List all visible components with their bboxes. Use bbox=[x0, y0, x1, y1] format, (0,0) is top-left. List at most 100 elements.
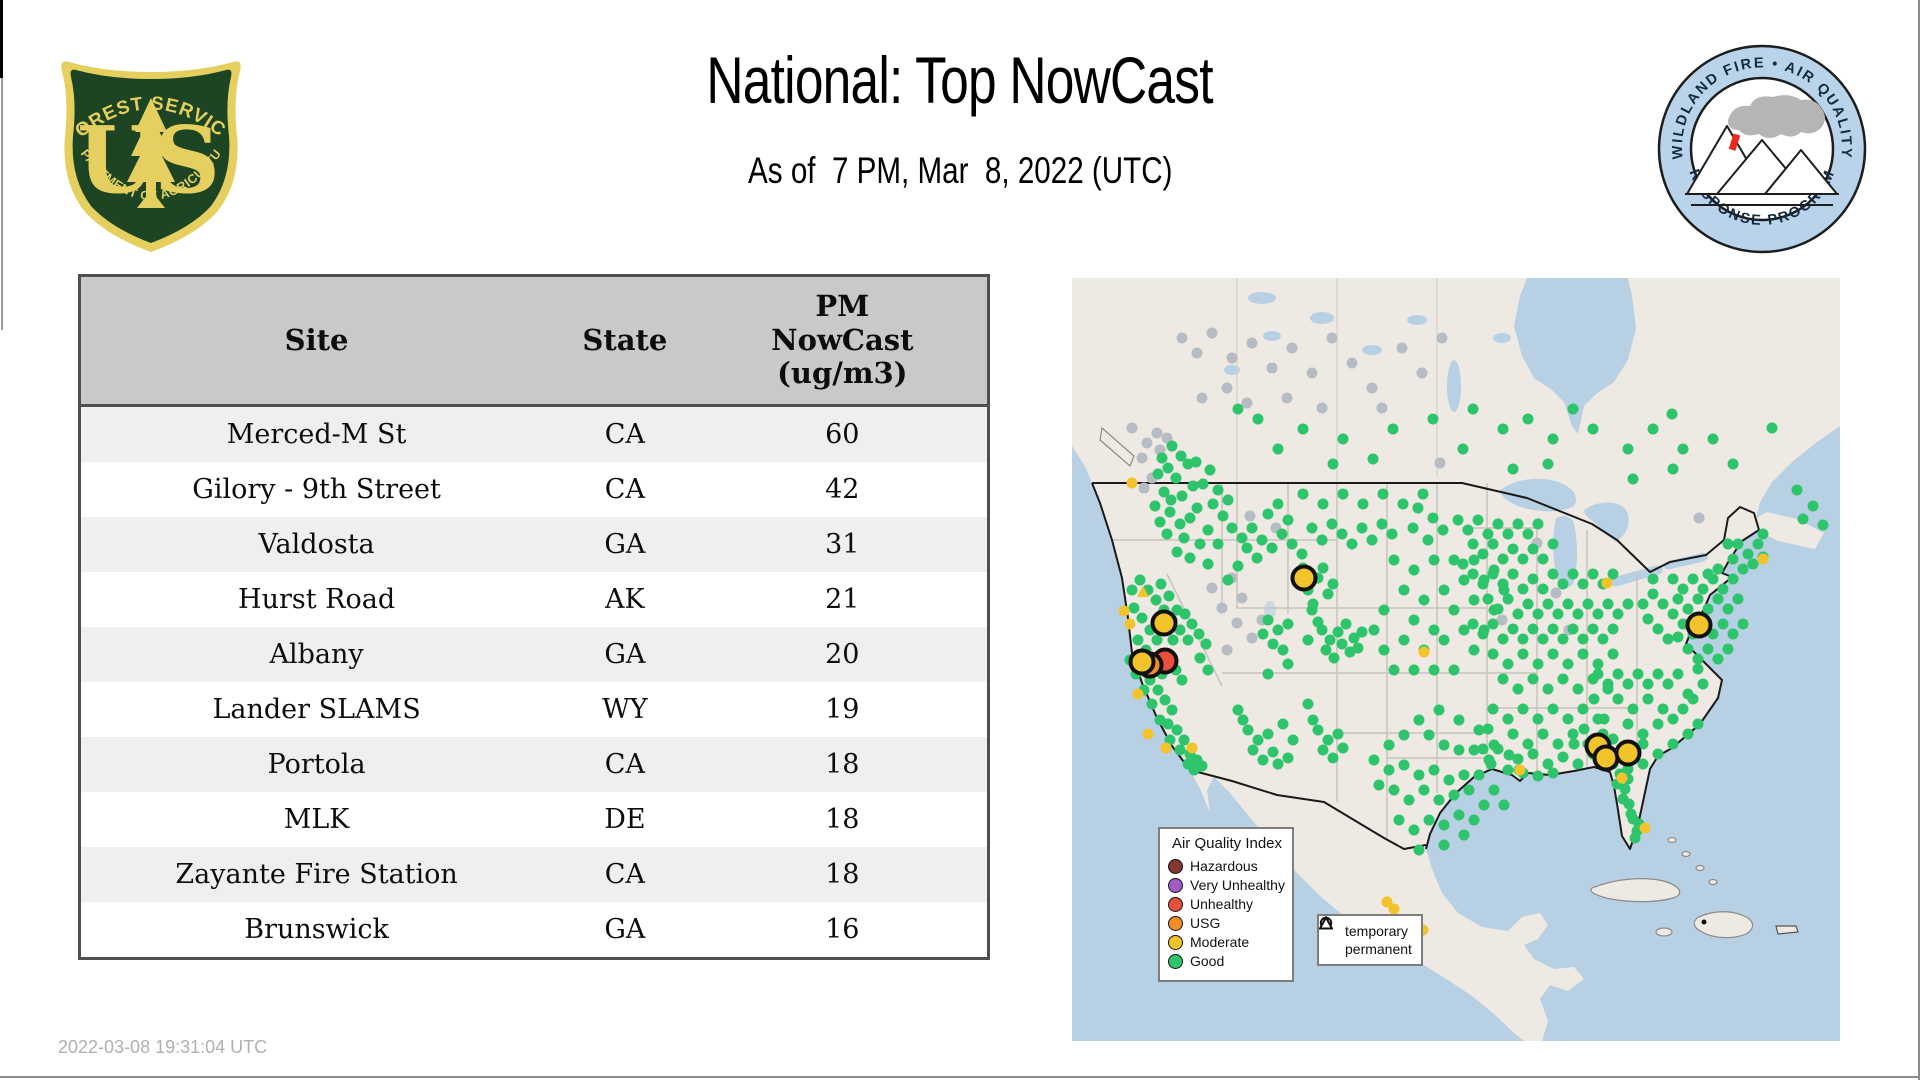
monitor-dot-good bbox=[1154, 516, 1166, 528]
monitor-dot-good bbox=[1232, 560, 1244, 572]
monitor-dot-good bbox=[1162, 462, 1174, 474]
monitor-dot-good bbox=[1376, 518, 1388, 530]
monitor-dot-good bbox=[1171, 546, 1183, 558]
monitor-dot-good bbox=[1282, 514, 1294, 526]
monitor-dot-inactive bbox=[1281, 392, 1293, 404]
monitor-dot-good bbox=[1637, 738, 1649, 750]
table-row: Hurst Road AK 21 bbox=[79, 572, 989, 627]
marker-legend-item: permanent bbox=[1319, 916, 1415, 957]
marker-type-legend: temporary permanent bbox=[1317, 914, 1423, 966]
monitor-dot-good bbox=[1622, 598, 1634, 610]
fs-letter-s: S bbox=[154, 106, 220, 214]
monitor-dot-good bbox=[1366, 534, 1378, 546]
monitor-dot-good bbox=[1193, 628, 1205, 640]
monitor-dot-good bbox=[1692, 653, 1704, 665]
monitor-dot-good bbox=[1747, 558, 1759, 570]
monitor-dot-good bbox=[1152, 468, 1164, 480]
monitor-dot-good bbox=[1487, 618, 1499, 630]
monitor-dot-moderate bbox=[1142, 728, 1154, 740]
monitor-dot-good bbox=[1587, 423, 1599, 435]
monitor-dot-moderate bbox=[1186, 742, 1198, 754]
monitor-dot-good bbox=[1527, 543, 1539, 555]
monitor-dot-inactive bbox=[1241, 397, 1253, 409]
monitor-dot-good bbox=[1428, 764, 1440, 776]
aqi-category-dot-icon bbox=[1168, 877, 1183, 893]
monitor-dot-good bbox=[1170, 472, 1182, 484]
monitor-dot-good bbox=[1336, 638, 1348, 650]
monitor-dot-good bbox=[1562, 713, 1574, 725]
monitor-dot-good bbox=[1332, 626, 1344, 638]
monitor-dot-good bbox=[1567, 728, 1579, 740]
monitor-dot-good bbox=[1647, 573, 1659, 585]
monitor-dot-good bbox=[1182, 634, 1194, 646]
monitor-dot-good bbox=[1161, 528, 1173, 540]
monitor-dot-good bbox=[1262, 614, 1274, 626]
monitor-dot-good bbox=[1492, 743, 1504, 755]
monitor-dot-good bbox=[1296, 548, 1308, 560]
monitor-dot-good bbox=[1151, 634, 1163, 646]
aqi-category-label: Moderate bbox=[1190, 934, 1250, 950]
monitor-dot-good bbox=[1327, 458, 1339, 470]
table-header-row: Site State PM NowCast (ug/m3) bbox=[79, 275, 989, 407]
monitor-dot-good bbox=[1184, 552, 1196, 564]
monitor-dot-good bbox=[1577, 648, 1589, 660]
monitor-dot-good bbox=[1408, 664, 1420, 676]
monitor-dot-good bbox=[1156, 452, 1168, 464]
monitor-dot-good bbox=[1532, 518, 1544, 530]
state-cell: CA bbox=[552, 462, 698, 517]
monitor-dot-good bbox=[1232, 704, 1244, 716]
monitor-dot-good bbox=[1337, 742, 1349, 754]
monitor-dot-good bbox=[1602, 598, 1614, 610]
wfaqrp-badge: WILDLAND FIRE • AIR QUALITY RESPONSE PRO… bbox=[1657, 44, 1867, 254]
monitor-dot-good bbox=[1200, 638, 1212, 650]
monitor-dot-good bbox=[1607, 623, 1619, 635]
monitor-dot-good bbox=[1418, 784, 1430, 796]
monitor-dot-good bbox=[1159, 694, 1171, 706]
monitor-dot-good bbox=[1682, 728, 1694, 740]
monitor-dot-good bbox=[1272, 758, 1284, 770]
monitor-dot-good bbox=[1457, 558, 1469, 570]
monitor-dot-good bbox=[1448, 789, 1460, 801]
pm-value-cell: 16 bbox=[697, 902, 989, 959]
monitor-dot-good bbox=[1727, 553, 1739, 565]
state-cell: GA bbox=[552, 517, 698, 572]
monitor-dot-good bbox=[1427, 413, 1439, 425]
monitor-dot-good bbox=[1717, 583, 1729, 595]
monitor-dot-good bbox=[1507, 623, 1519, 635]
monitor-dot-moderate bbox=[1616, 772, 1628, 784]
monitor-dot-good bbox=[1542, 458, 1554, 470]
monitor-dot-good bbox=[1194, 652, 1206, 664]
monitor-dot-good bbox=[1352, 642, 1364, 654]
monitor-dot-good bbox=[1164, 506, 1176, 518]
monitor-dot-good bbox=[1619, 783, 1631, 795]
monitor-dot-good bbox=[1697, 583, 1709, 595]
monitor-dot-good bbox=[1287, 734, 1299, 746]
monitor-dot-good bbox=[1438, 739, 1450, 751]
monitor-dot-good bbox=[1572, 608, 1584, 620]
monitor-dot-good bbox=[1222, 574, 1234, 586]
monitor-dot-good bbox=[1612, 668, 1624, 680]
monitor-dot-good bbox=[1163, 590, 1175, 602]
monitor-dot-inactive bbox=[1246, 632, 1258, 644]
monitor-dot-good bbox=[1692, 663, 1704, 675]
page-title: National: Top NowCast bbox=[706, 43, 1214, 117]
monitor-dot-good bbox=[1176, 490, 1188, 502]
monitor-dot-good bbox=[1677, 443, 1689, 455]
monitor-dot-good bbox=[1191, 502, 1203, 514]
monitor-dot-moderate bbox=[1160, 742, 1172, 754]
table-row: Albany GA 20 bbox=[79, 627, 989, 682]
monitor-dot-good bbox=[1317, 744, 1329, 756]
monitor-dot-good bbox=[1722, 603, 1734, 615]
top-site-marker bbox=[1592, 744, 1620, 772]
monitor-dot-good bbox=[1522, 598, 1534, 610]
monitor-dot-good bbox=[1398, 584, 1410, 596]
monitor-dot-good bbox=[1383, 764, 1395, 776]
monitor-dot-good bbox=[1817, 519, 1829, 531]
monitor-dot-good bbox=[1368, 624, 1380, 636]
monitor-dot-good bbox=[1202, 558, 1214, 570]
monitor-dot-good bbox=[1322, 588, 1334, 600]
monitor-dot-good bbox=[1492, 603, 1504, 615]
wf-mountains bbox=[1686, 125, 1838, 195]
monitor-dot-good bbox=[1337, 433, 1349, 445]
monitor-dot-moderate bbox=[1639, 822, 1651, 834]
